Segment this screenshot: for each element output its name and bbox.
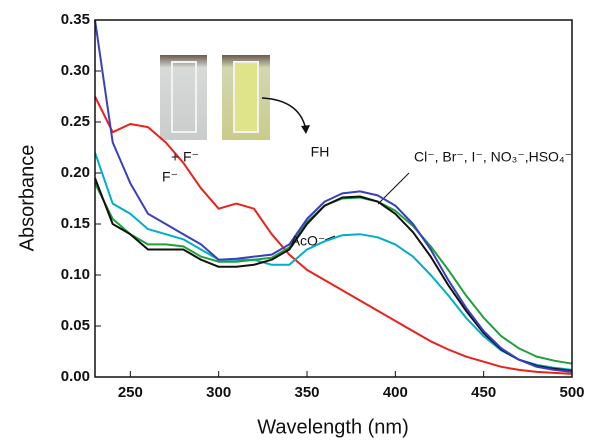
cuvette bbox=[171, 61, 197, 133]
annotation: F⁻ bbox=[162, 169, 178, 185]
spectrum-line bbox=[94, 19, 573, 373]
x-tick-label: 300 bbox=[206, 384, 231, 401]
x-tick-label: 450 bbox=[471, 384, 496, 401]
y-tick-label: 0.25 bbox=[61, 113, 90, 130]
x-tick-label: 350 bbox=[294, 384, 319, 401]
y-tick-label: 0.30 bbox=[61, 62, 90, 79]
spectrum-line bbox=[94, 152, 573, 371]
x-tick-label: 500 bbox=[559, 384, 584, 401]
annotation: Cl⁻, Br⁻, I⁻, NO₃⁻,HSO₄⁻ bbox=[414, 149, 572, 165]
spectrum-line bbox=[94, 177, 573, 372]
plot-frame bbox=[94, 19, 573, 378]
leader-line bbox=[324, 235, 336, 241]
y-tick-label: 0.00 bbox=[61, 368, 90, 385]
y-tick-label: 0.10 bbox=[61, 266, 90, 283]
x-tick-label: 250 bbox=[118, 384, 143, 401]
annotation: FH bbox=[311, 144, 330, 160]
cuvette bbox=[233, 61, 259, 133]
arrow bbox=[261, 97, 307, 131]
spectrum-line bbox=[94, 96, 573, 375]
annotation: AcO⁻ bbox=[291, 233, 326, 249]
photo-cuvette bbox=[160, 55, 207, 140]
y-tick-label: 0.35 bbox=[61, 11, 90, 28]
x-tick-label: 400 bbox=[383, 384, 408, 401]
y-tick-label: 0.05 bbox=[61, 317, 90, 334]
arrowhead bbox=[301, 125, 310, 134]
y-tick-label: 0.15 bbox=[61, 215, 90, 232]
spectrum-line bbox=[94, 182, 573, 365]
annotation: + F⁻ bbox=[171, 149, 199, 165]
y-axis-title: Absorbance bbox=[16, 145, 38, 252]
y-tick-label: 0.20 bbox=[61, 164, 90, 181]
x-axis-title: Wavelength (nm) bbox=[257, 416, 409, 438]
